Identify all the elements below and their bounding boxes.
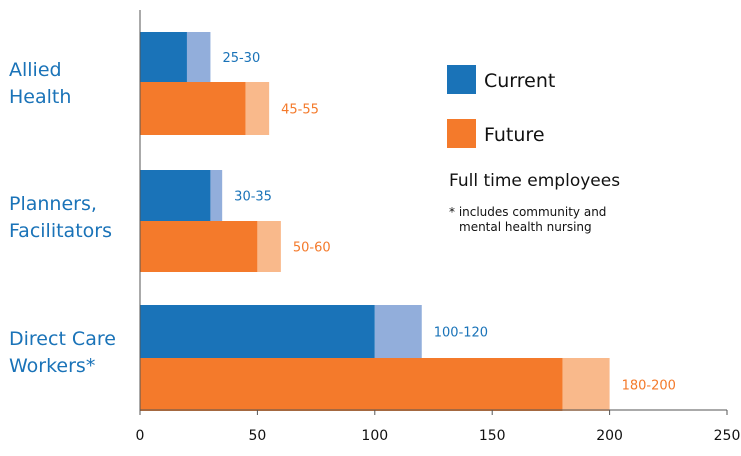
category-label-3-line-2: Workers*	[9, 355, 95, 377]
future-range-bar-2	[257, 221, 281, 272]
current-bar-3	[140, 305, 375, 358]
x-tick-label-6: 250	[714, 428, 741, 444]
future-bar-1	[140, 82, 246, 135]
x-tick-label-5: 200	[596, 428, 623, 444]
annotation-note-line-1: * includes community and	[449, 205, 606, 219]
current-data-label-2: 30-35	[234, 190, 272, 205]
future-range-bar-1	[245, 82, 270, 135]
current-data-label-1: 25-30	[222, 51, 260, 66]
current-range-bar-1	[186, 32, 211, 82]
legend-label-future: Future	[484, 124, 545, 146]
category-label-1-line-2: Health	[9, 86, 71, 108]
legend-swatch-future	[447, 119, 476, 148]
annotation-note-line-2: mental health nursing	[459, 220, 592, 234]
category-label-1-line-1: Allied	[9, 59, 62, 81]
future-data-label-1: 45-55	[281, 103, 319, 118]
future-data-label-2: 50-60	[293, 241, 331, 256]
legend-label-current: Current	[484, 70, 555, 92]
current-range-bar-2	[210, 170, 223, 221]
current-data-label-3: 100-120	[434, 326, 488, 341]
future-data-label-3: 180-200	[622, 379, 676, 394]
category-label-2-line-1: Planners,	[9, 193, 97, 215]
category-label-2-line-2: Facilitators	[9, 220, 112, 242]
category-label-3-line-1: Direct Care	[9, 328, 116, 350]
x-tick-label-4: 150	[479, 428, 506, 444]
current-bar-2	[140, 170, 211, 221]
future-bar-3	[140, 358, 563, 411]
x-tick-label-1: 0	[136, 428, 145, 444]
current-bar-1	[140, 32, 187, 82]
current-range-bar-3	[374, 305, 422, 358]
annotation-title: Full time employees	[449, 171, 620, 191]
x-tick-label-3: 100	[361, 428, 388, 444]
future-range-bar-3	[562, 358, 610, 411]
legend-swatch-current	[447, 65, 476, 94]
x-tick-label-2: 50	[248, 428, 266, 444]
future-bar-2	[140, 221, 258, 272]
